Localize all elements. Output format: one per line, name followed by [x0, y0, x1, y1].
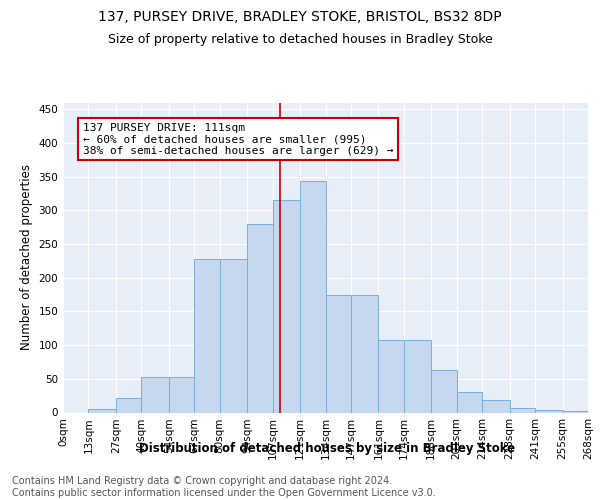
Text: Contains HM Land Registry data © Crown copyright and database right 2024.
Contai: Contains HM Land Registry data © Crown c… [12, 476, 436, 498]
Bar [535, 410, 563, 412]
Bar [247, 224, 272, 412]
Bar [404, 340, 431, 412]
Bar [457, 392, 482, 412]
Bar [220, 259, 247, 412]
Bar [169, 377, 194, 412]
Text: 137, PURSEY DRIVE, BRADLEY STOKE, BRISTOL, BS32 8DP: 137, PURSEY DRIVE, BRADLEY STOKE, BRISTO… [98, 10, 502, 24]
Bar [379, 340, 404, 412]
Bar [325, 294, 351, 412]
Bar [272, 200, 300, 412]
Text: Size of property relative to detached houses in Bradley Stoke: Size of property relative to detached ho… [107, 32, 493, 46]
Bar [431, 370, 457, 412]
Text: 137 PURSEY DRIVE: 111sqm
← 60% of detached houses are smaller (995)
38% of semi-: 137 PURSEY DRIVE: 111sqm ← 60% of detach… [83, 122, 393, 156]
Bar [116, 398, 142, 412]
Bar [563, 411, 588, 412]
Bar [509, 408, 535, 412]
Bar [88, 409, 116, 412]
Bar [142, 377, 169, 412]
Bar [351, 294, 379, 412]
Bar [194, 259, 220, 412]
Text: Distribution of detached houses by size in Bradley Stoke: Distribution of detached houses by size … [139, 442, 515, 455]
Bar [300, 182, 325, 412]
Bar [482, 400, 509, 412]
Y-axis label: Number of detached properties: Number of detached properties [20, 164, 33, 350]
